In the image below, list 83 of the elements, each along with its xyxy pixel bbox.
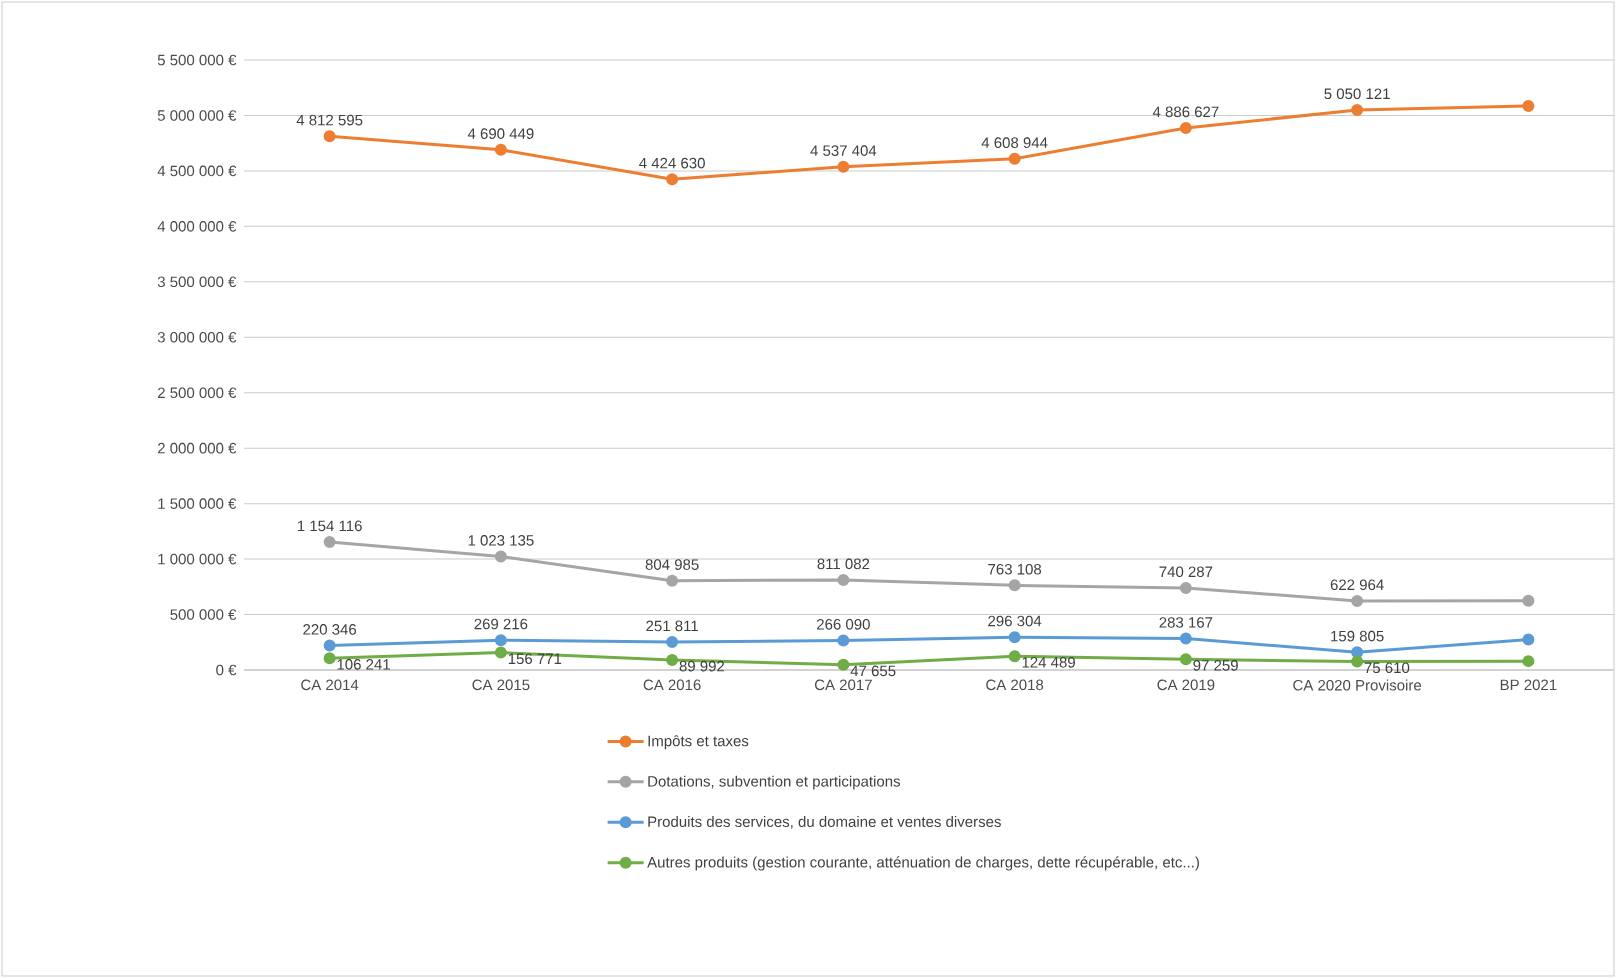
data-label: 622 964 bbox=[1330, 579, 1384, 591]
data-label: 75 610 bbox=[1364, 662, 1410, 674]
x-tick-label: CA 2020 Provisoire bbox=[1293, 679, 1422, 691]
point bbox=[837, 574, 850, 587]
legend-label: Produits des services, du domaine et ventes diverses bbox=[648, 816, 1001, 829]
point bbox=[1351, 103, 1364, 116]
point bbox=[494, 634, 507, 647]
point bbox=[666, 574, 679, 587]
point bbox=[666, 654, 679, 667]
legend-label: Autres produits (gestion courante, atténuation de charges, dette récupérable, etc...) bbox=[647, 856, 1199, 871]
data-label: 4 812 595 bbox=[296, 114, 363, 126]
point bbox=[666, 173, 679, 186]
x-tick-label: CA 2017 bbox=[814, 679, 872, 691]
point bbox=[323, 639, 336, 652]
data-label: 156 771 bbox=[508, 653, 562, 665]
point bbox=[1179, 632, 1192, 645]
y-tick-label: 1 000 000 € bbox=[158, 553, 237, 565]
data-label: 159 805 bbox=[1331, 630, 1384, 642]
data-label: 763 108 bbox=[988, 563, 1042, 575]
y-tick-label: 500 000 € bbox=[170, 609, 237, 620]
x-tick-label: BP 2021 bbox=[1500, 679, 1557, 691]
y-tick-label: 2 500 000 € bbox=[157, 387, 237, 399]
y-tick-label: 2 000 000 € bbox=[157, 442, 237, 454]
point bbox=[494, 550, 507, 563]
point bbox=[1179, 581, 1192, 594]
y-tick-label: 4 500 000 € bbox=[157, 165, 237, 177]
legend-label: Dotations, subvention et participations bbox=[648, 775, 901, 790]
point bbox=[323, 536, 336, 548]
point bbox=[1179, 653, 1192, 666]
point bbox=[1522, 594, 1535, 607]
point bbox=[666, 636, 679, 649]
x-tick-label: CA 2019 bbox=[1157, 679, 1215, 691]
point bbox=[837, 160, 850, 173]
x-tick-label: CA 2018 bbox=[986, 679, 1044, 691]
data-label: 266 090 bbox=[817, 619, 870, 630]
point bbox=[323, 130, 336, 143]
point bbox=[1179, 122, 1192, 135]
data-label: 740 287 bbox=[1159, 566, 1213, 578]
data-label: 4 690 449 bbox=[467, 128, 534, 139]
point bbox=[323, 652, 336, 665]
data-label: 804 985 bbox=[645, 559, 699, 570]
data-label: 296 304 bbox=[988, 615, 1042, 627]
point bbox=[1522, 655, 1535, 668]
data-label: 1 023 135 bbox=[468, 535, 534, 546]
point bbox=[494, 143, 507, 156]
point bbox=[1008, 631, 1021, 644]
data-label: 283 167 bbox=[1159, 617, 1213, 628]
data-label: 47 655 bbox=[850, 665, 896, 677]
point bbox=[1008, 650, 1021, 663]
data-label: 5 050 121 bbox=[1324, 88, 1390, 100]
point bbox=[1008, 152, 1021, 165]
data-label: 269 216 bbox=[474, 618, 528, 630]
point bbox=[1522, 100, 1535, 113]
point bbox=[1351, 655, 1364, 668]
point bbox=[837, 634, 850, 647]
y-tick-label: 3 000 000 € bbox=[157, 331, 237, 343]
y-tick-label: 3 500 000 € bbox=[157, 276, 237, 288]
data-label: 97 259 bbox=[1193, 660, 1238, 671]
x-tick-label: CA 2015 bbox=[472, 679, 530, 691]
legend-label: Impôts et taxes bbox=[648, 735, 749, 750]
y-tick-label: 4 000 000 € bbox=[157, 221, 237, 232]
point bbox=[1351, 594, 1364, 607]
data-label: 811 082 bbox=[817, 558, 870, 570]
data-label: 106 241 bbox=[337, 659, 390, 670]
data-label: 1 154 116 bbox=[297, 520, 362, 532]
point bbox=[494, 646, 507, 659]
data-label: 4 537 404 bbox=[810, 145, 877, 156]
data-label: 251 811 bbox=[646, 620, 698, 632]
y-tick-label: 5 500 000 € bbox=[157, 54, 237, 66]
y-tick-label: 1 500 000 € bbox=[158, 498, 237, 509]
data-label: 4 608 944 bbox=[981, 137, 1048, 148]
x-tick-label: CA 2014 bbox=[301, 679, 359, 691]
data-label: 4 886 627 bbox=[1152, 106, 1219, 118]
x-tick-label: CA 2016 bbox=[643, 679, 701, 691]
data-label: 4 424 630 bbox=[639, 157, 705, 169]
data-label: 220 346 bbox=[303, 624, 357, 635]
point bbox=[1522, 633, 1535, 646]
data-label: 124 489 bbox=[1022, 657, 1075, 668]
point bbox=[1008, 579, 1021, 592]
point bbox=[837, 658, 850, 671]
data-label: 89 992 bbox=[679, 660, 725, 672]
y-tick-label: 0 € bbox=[216, 664, 237, 676]
y-tick-label: 5 000 000 € bbox=[157, 110, 237, 121]
